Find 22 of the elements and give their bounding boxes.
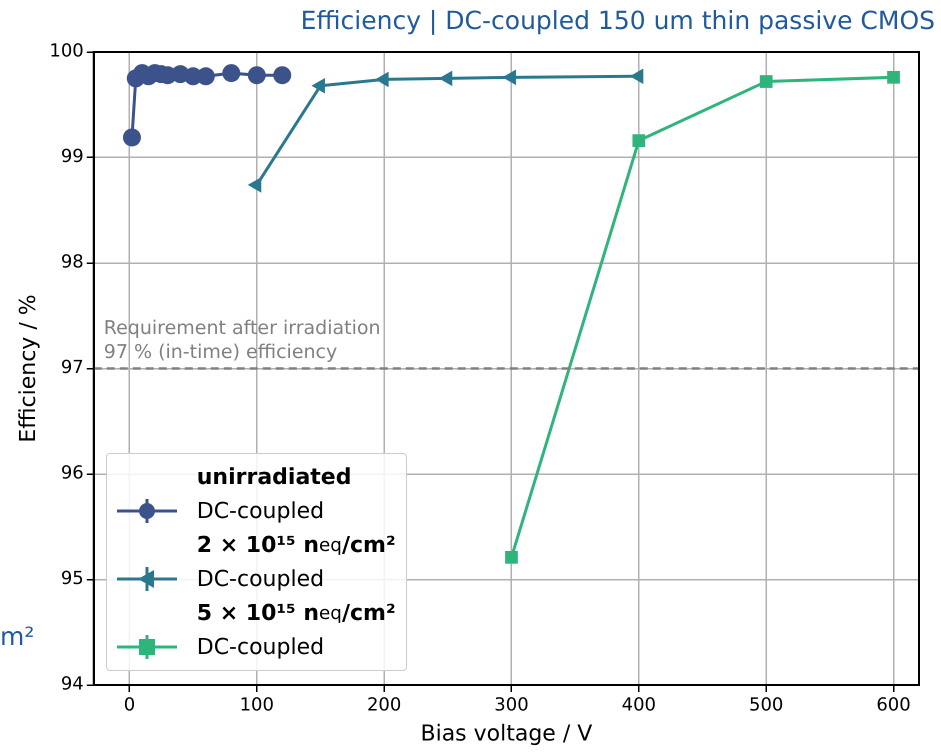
y-tick-label: 100 <box>49 40 84 62</box>
y-tick-label: 98 <box>60 252 84 273</box>
annotation: unirradiated <box>196 464 352 492</box>
x-tick-label: 300 <box>494 694 529 716</box>
y-axis-title: Efficiency / % <box>16 294 41 443</box>
chart-title: Efficiency | DC-coupled 150 um thin passive CMOS <box>300 6 936 35</box>
legend-label: DC-coupled <box>196 498 324 524</box>
x-axis-title: Bias voltage / V <box>420 722 592 747</box>
y-tick-label: 95 <box>60 568 84 590</box>
x-tick-label: 200 <box>366 694 402 716</box>
x-tick-label: 400 <box>622 694 656 716</box>
y-tick-label: 97 <box>60 357 84 378</box>
x-tick-label: 0 <box>124 694 136 716</box>
y-tick-label: 94 <box>60 674 84 695</box>
x-tick-label: 100 <box>240 694 274 716</box>
legend-label: DC-coupled <box>196 566 324 592</box>
y-tick-label: 99 <box>60 146 84 168</box>
x-tick-label: 500 <box>748 694 784 716</box>
text: m² <box>0 622 34 651</box>
x-tick-label: 600 <box>876 694 911 716</box>
legend-label: DC-coupled <box>196 634 324 660</box>
y-tick-label: 96 <box>60 462 84 484</box>
